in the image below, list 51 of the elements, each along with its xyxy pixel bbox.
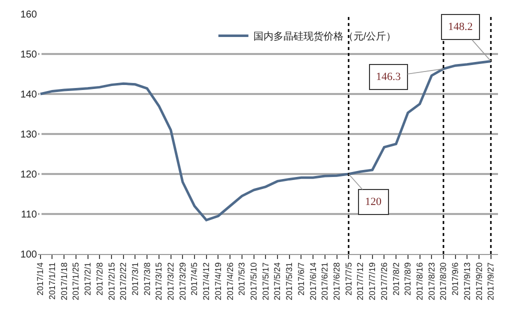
x-tick-label: 2017/7/12: [355, 262, 366, 300]
annotation: 146.3: [376, 71, 402, 83]
x-tick-label: 2017/1/18: [58, 262, 69, 300]
line-series: [39, 60, 492, 222]
y-tick-label: 130: [20, 130, 38, 140]
annotation: 120: [365, 196, 382, 208]
x-tick-label: 2017/7/26: [378, 262, 389, 300]
x-tick-label: 2017/3/1: [130, 262, 140, 296]
x-tick-label: 2017/3/22: [166, 262, 176, 300]
x-tick-label: 2017/3/8: [142, 262, 152, 296]
x-tick-label: 2017/1/11: [46, 262, 57, 300]
y-tick-label: 160: [20, 10, 38, 20]
x-tick-label: 2017/5/10: [248, 262, 259, 300]
x-tick-label: 2017/7/5: [343, 262, 354, 296]
x-tick-label: 2017/9/20: [474, 262, 484, 300]
x-tick-label: 2017/2/8: [94, 262, 104, 296]
y-tick-label: 110: [21, 210, 38, 220]
x-tick-label: 2017/9/13: [462, 262, 472, 300]
x-tick-label: 2017/3/15: [154, 262, 164, 300]
y-tick-label: 120: [20, 170, 38, 180]
x-tick-label: 2017/5/17: [260, 262, 270, 300]
x-tick-label: 2017/8/23: [426, 262, 436, 300]
x-tick-label: 2017/6/21: [320, 262, 330, 300]
x-tick-label: 2017/4/12: [201, 262, 212, 300]
x-tick-label: 2017/2/15: [106, 262, 116, 300]
x-tick-label: 2017/1/4: [35, 262, 46, 296]
x-tick-label: 2017/1/25: [70, 262, 81, 300]
x-tick-label: 2017/8/2: [390, 262, 401, 296]
x-tick-label: 2017/2/1: [82, 262, 93, 296]
x-tick-label: 2017/4/5: [189, 262, 200, 296]
x-tick-label: 2017/5/31: [284, 262, 294, 300]
x-tick-label: 2017/4/26: [224, 262, 235, 300]
legend-label: 国内多晶硅现货价格（元/公斤）: [253, 30, 396, 43]
x-tick-label: 2017/3/29: [177, 262, 188, 300]
x-tick-label: 2017/9/6: [450, 262, 460, 296]
annotation: 148.2: [448, 21, 473, 33]
x-tick-label: 2017/5/24: [272, 262, 282, 300]
x-tick-label: 2017/9/27: [486, 262, 496, 300]
x-tick-label: 2017/6/14: [308, 262, 318, 300]
x-tick-label: 2017/8/30: [438, 262, 448, 300]
x-tick-label: 2017/5/3: [236, 262, 247, 296]
x-tick-label: 2017/6/28: [332, 262, 342, 300]
x-tick-label: 2017/7/19: [367, 262, 378, 300]
x-tick-label: 2017/6/7: [296, 262, 306, 296]
y-tick-label: 100: [20, 250, 38, 260]
x-tick-label: 2017/8/9: [402, 262, 413, 296]
y-tick-label: 140: [20, 90, 38, 100]
x-tick-label: 2017/2/22: [118, 262, 128, 300]
x-tick-label: 2017/4/19: [212, 262, 223, 300]
x-tick-label: 2017/8/16: [414, 262, 425, 300]
y-tick-label: 150: [20, 50, 38, 60]
